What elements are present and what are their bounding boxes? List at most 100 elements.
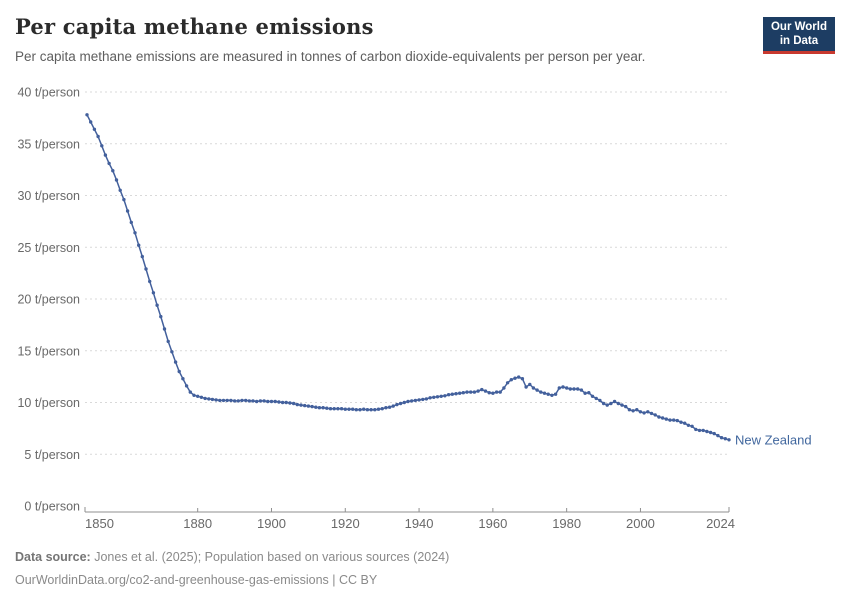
data-point — [184, 384, 189, 388]
data-point — [291, 401, 296, 406]
license-line: OurWorldinData.org/co2-and-greenhouse-ga… — [15, 572, 378, 587]
data-point — [129, 220, 133, 225]
data-point — [240, 398, 244, 403]
data-point — [107, 161, 111, 166]
data-point — [520, 377, 525, 381]
y-axis-tick-label: 30 t/person — [17, 189, 80, 203]
data-point — [280, 400, 285, 405]
data-source-line: Data source: Jones et al. (2025); Popula… — [15, 546, 449, 569]
data-point — [151, 291, 156, 295]
y-axis-tick-label: 35 t/person — [17, 137, 80, 151]
data-point — [236, 399, 240, 403]
x-axis-tick-label: 1880 — [183, 516, 212, 531]
data-point — [395, 402, 399, 407]
chart-header: Per capita methane emissions Per capita … — [15, 14, 835, 64]
data-point — [469, 390, 473, 394]
data-point — [638, 410, 643, 414]
data-point — [694, 427, 698, 432]
x-axis-tick-label: 1900 — [257, 516, 286, 531]
data-point — [491, 391, 495, 395]
x-axis-tick-label: 1940 — [405, 516, 434, 531]
data-point — [89, 120, 93, 124]
data-point — [207, 397, 211, 401]
data-point — [432, 395, 436, 399]
series-entity-label: New Zealand — [735, 432, 812, 447]
data-point — [539, 390, 543, 394]
data-point — [646, 410, 650, 414]
data-point — [373, 408, 377, 412]
data-point — [288, 401, 292, 405]
owid-logo: Our World in Data — [762, 17, 835, 54]
data-point — [140, 254, 144, 259]
data-point — [410, 399, 414, 403]
data-point — [454, 392, 458, 396]
data-point — [159, 314, 163, 319]
data-point — [568, 387, 572, 391]
data-point — [587, 391, 591, 395]
data-point — [232, 399, 237, 403]
owid-logo-line2: in Data — [779, 35, 819, 48]
data-point — [148, 279, 152, 284]
y-axis-tick-label: 10 t/person — [17, 396, 80, 410]
data-point — [210, 397, 215, 402]
data-point — [100, 144, 104, 148]
owid-logo-line1: Our World — [770, 21, 827, 33]
data-source-text: Jones et al. (2025); Population based on… — [90, 550, 450, 564]
data-point — [336, 407, 340, 411]
data-point — [620, 403, 624, 407]
data-point — [524, 385, 528, 389]
data-point — [590, 394, 595, 398]
data-point — [683, 421, 687, 425]
data-point — [103, 153, 108, 157]
x-axis-tick-label: 1960 — [478, 516, 507, 531]
data-point — [517, 375, 521, 379]
data-point — [365, 408, 370, 412]
data-point — [166, 339, 170, 344]
data-point — [712, 431, 716, 436]
data-point — [229, 398, 233, 403]
data-point — [387, 405, 392, 409]
data-point — [609, 401, 613, 406]
data-point — [321, 406, 325, 410]
x-axis-tick-label: 2024 — [706, 516, 735, 531]
page-title: Per capita methane emissions — [15, 14, 374, 39]
data-point — [435, 395, 440, 399]
data-point — [509, 378, 513, 382]
x-axis-tick-label: 1920 — [331, 516, 360, 531]
data-point — [332, 407, 336, 411]
y-axis-tick-label: 5 t/person — [24, 448, 80, 462]
data-point — [627, 408, 632, 412]
data-point — [314, 405, 318, 409]
data-source-label: Data source: — [15, 550, 91, 564]
data-point — [424, 397, 429, 401]
data-point — [542, 391, 547, 395]
data-point — [565, 386, 569, 390]
data-point — [535, 388, 539, 392]
data-point — [612, 399, 617, 404]
data-point — [653, 413, 657, 417]
data-point — [284, 400, 288, 405]
data-point — [266, 399, 270, 404]
data-point — [125, 209, 130, 213]
data-point — [480, 387, 484, 392]
data-point — [443, 394, 447, 398]
data-point — [343, 407, 347, 411]
data-point — [465, 390, 469, 394]
data-point — [262, 399, 266, 403]
data-point — [531, 386, 536, 390]
data-point — [605, 403, 609, 407]
data-point — [203, 396, 207, 401]
data-point — [192, 393, 196, 397]
data-point — [258, 399, 263, 403]
data-point — [576, 387, 580, 391]
data-point — [498, 390, 502, 394]
data-point — [369, 408, 373, 412]
data-point — [188, 390, 192, 394]
data-point — [428, 396, 432, 400]
data-point — [137, 243, 141, 247]
data-point — [155, 303, 159, 307]
data-point — [649, 411, 654, 416]
data-point — [723, 437, 727, 441]
data-point — [583, 391, 587, 395]
data-point — [461, 391, 465, 395]
